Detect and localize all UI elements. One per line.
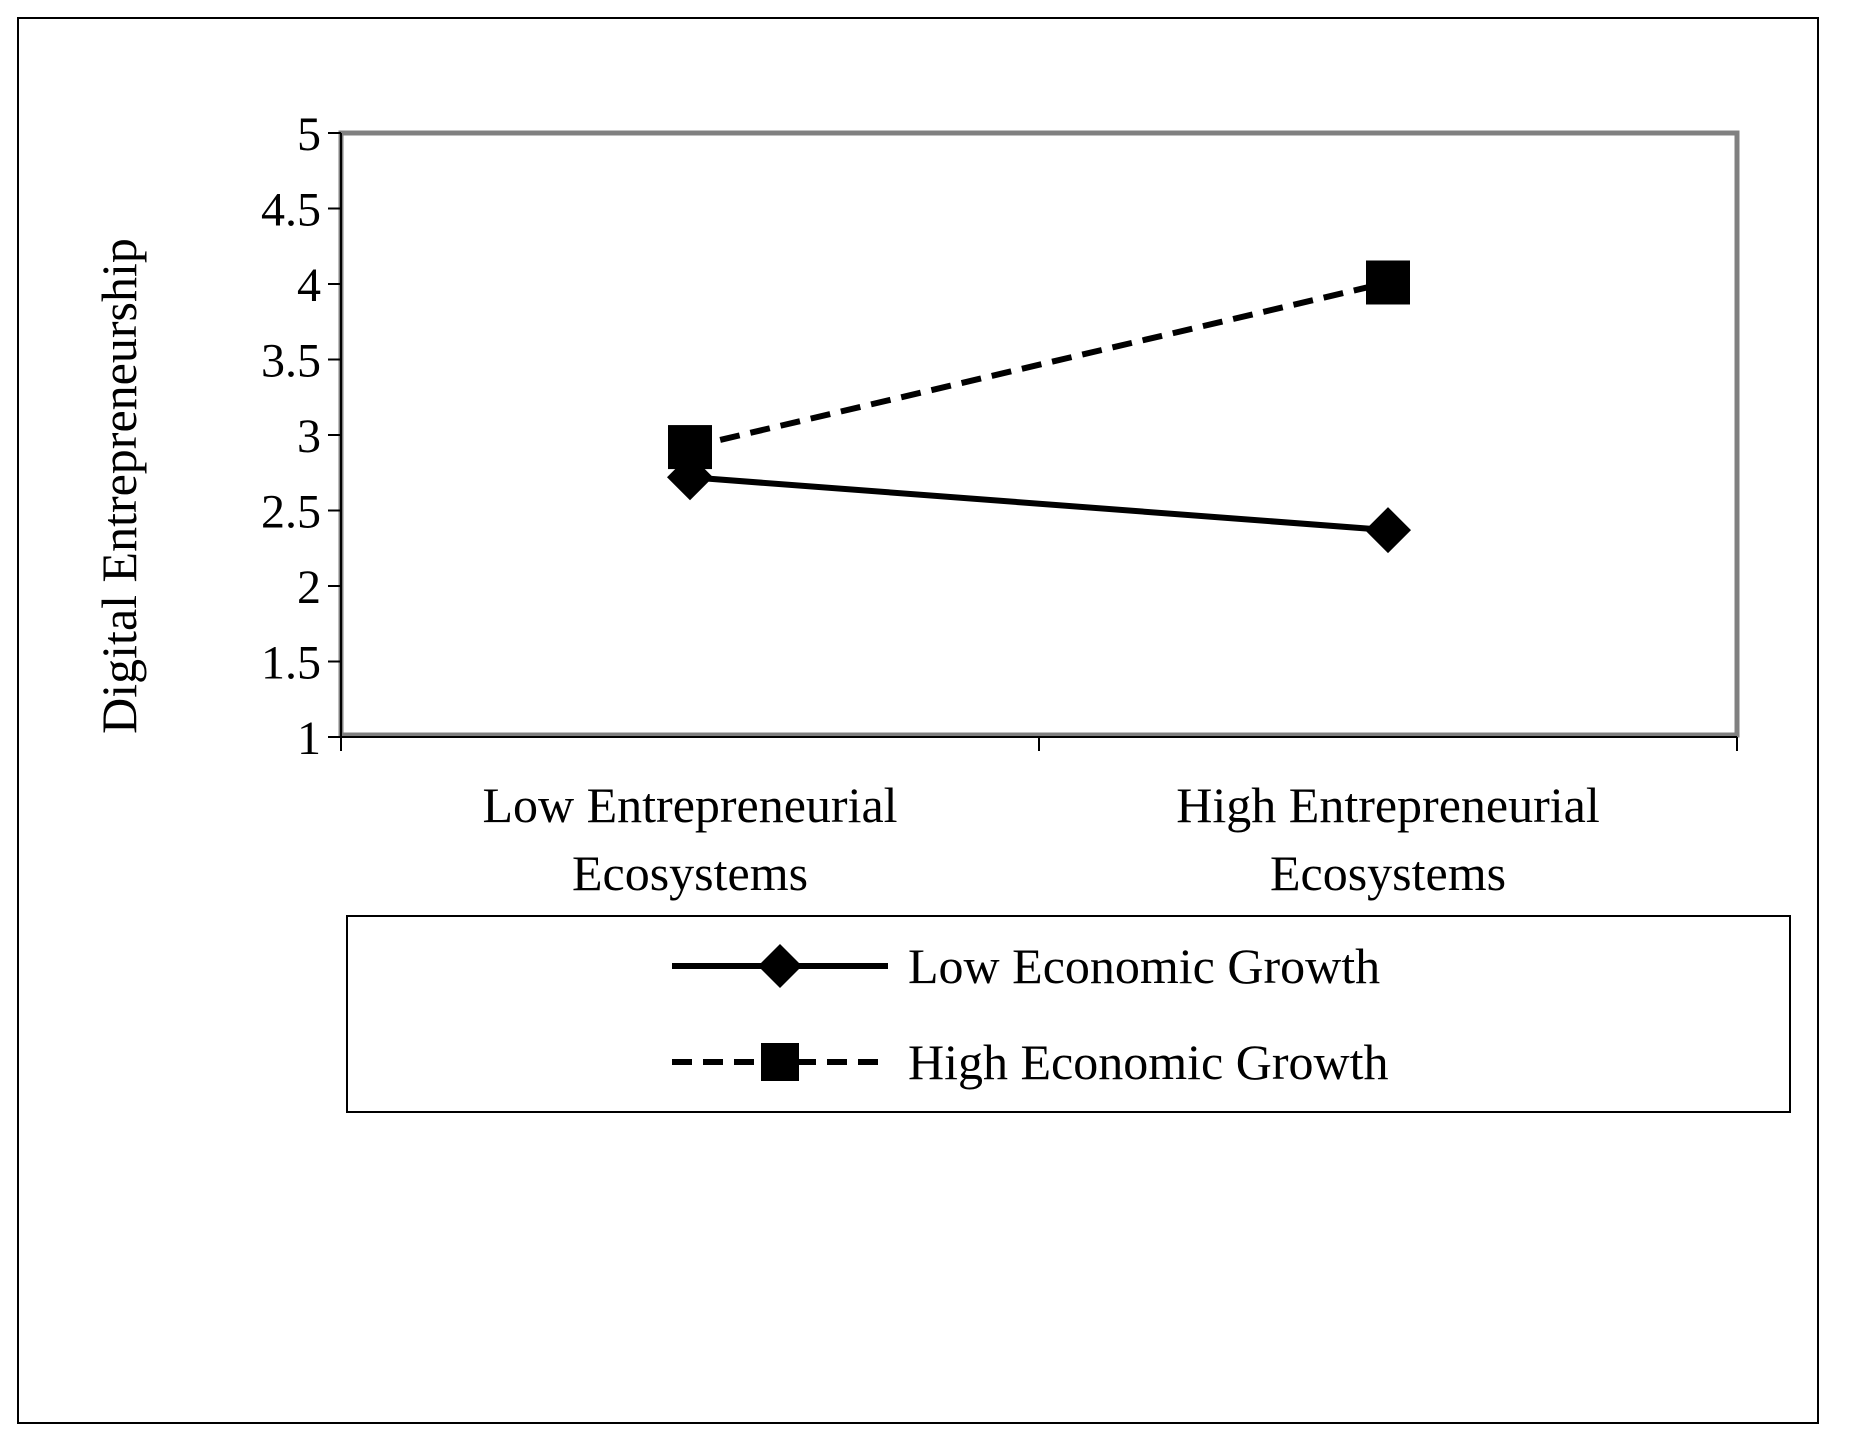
y-axis-title: Digital Entrepreneurship bbox=[91, 238, 147, 734]
y-tick-label: 3 bbox=[297, 410, 321, 463]
series-line bbox=[689, 279, 1389, 450]
legend-box bbox=[346, 915, 1791, 1113]
series-layer bbox=[667, 260, 1411, 554]
legend-square-icon bbox=[761, 1043, 799, 1081]
figure-frame bbox=[17, 17, 1819, 1424]
x-category-label-line: Ecosystems bbox=[1270, 845, 1506, 901]
x-category-label: Low Entrepreneurial Ecosystems bbox=[482, 777, 897, 901]
y-axis-ticks: 1 1.5 2 2.5 3 3.5 4 4.5 5 bbox=[261, 108, 341, 765]
y-tick-label: 4.5 bbox=[261, 184, 321, 237]
series-line bbox=[689, 474, 1389, 534]
legend: Low Economic Growth High Economic Growth bbox=[672, 938, 1388, 1090]
x-category-label-line: Ecosystems bbox=[572, 845, 808, 901]
x-category-label-line: High Entrepreneurial bbox=[1176, 777, 1599, 833]
data-point-square-icon bbox=[668, 425, 712, 470]
y-tick-label: 4 bbox=[297, 259, 321, 312]
legend-label: High Economic Growth bbox=[908, 1034, 1388, 1090]
x-category-label-line: Low Entrepreneurial bbox=[482, 777, 897, 833]
axes bbox=[340, 133, 1737, 738]
y-tick-label: 3.5 bbox=[261, 335, 321, 388]
x-category-label: High Entrepreneurial Ecosystems bbox=[1176, 777, 1599, 901]
data-point-diamond-icon bbox=[1365, 507, 1411, 554]
y-tick-label: 5 bbox=[297, 108, 321, 161]
y-tick-label: 2.5 bbox=[261, 486, 321, 539]
plot-area bbox=[338, 130, 1740, 738]
legend-label: Low Economic Growth bbox=[908, 938, 1380, 994]
y-tick-label: 1.5 bbox=[261, 637, 321, 690]
legend-diamond-icon bbox=[758, 944, 802, 988]
y-tick-label: 2 bbox=[297, 561, 321, 614]
data-point-square-icon bbox=[1366, 260, 1410, 305]
y-tick-label: 1 bbox=[297, 712, 321, 765]
